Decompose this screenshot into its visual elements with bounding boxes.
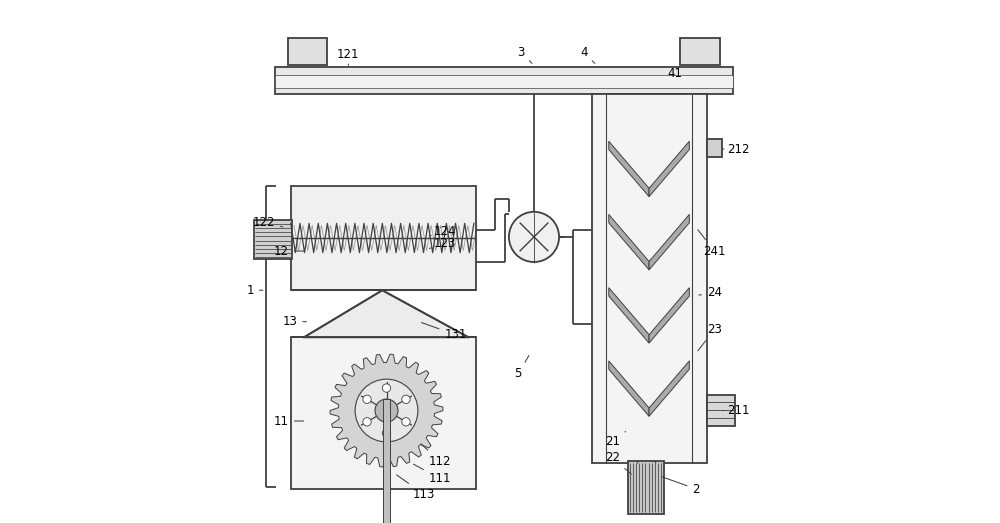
Circle shape	[402, 417, 410, 426]
Text: 121: 121	[337, 49, 360, 65]
Text: 13: 13	[282, 315, 306, 328]
Text: 211: 211	[722, 404, 749, 417]
Circle shape	[375, 399, 398, 422]
Polygon shape	[649, 214, 689, 270]
Circle shape	[382, 429, 391, 437]
Circle shape	[382, 384, 391, 392]
Text: 212: 212	[722, 143, 749, 155]
Bar	[680, 38, 720, 65]
Polygon shape	[304, 290, 469, 337]
Polygon shape	[609, 288, 649, 343]
Circle shape	[402, 395, 410, 404]
Text: 112: 112	[421, 444, 451, 468]
Bar	[592, 94, 707, 463]
Text: 124: 124	[429, 225, 456, 237]
Circle shape	[355, 379, 418, 442]
Bar	[275, 67, 733, 94]
Bar	[707, 395, 735, 426]
Polygon shape	[330, 354, 443, 467]
Circle shape	[509, 212, 559, 262]
Text: 111: 111	[414, 464, 451, 485]
Circle shape	[363, 395, 371, 404]
Bar	[707, 139, 722, 157]
Text: 12: 12	[274, 245, 304, 257]
Bar	[628, 461, 664, 514]
Bar	[291, 337, 476, 489]
Text: 131: 131	[422, 323, 467, 341]
Text: 22: 22	[605, 451, 631, 474]
Text: 122: 122	[252, 216, 283, 229]
Text: 123: 123	[429, 237, 456, 249]
Text: 23: 23	[698, 323, 722, 351]
Text: 4: 4	[580, 46, 595, 63]
Text: 1: 1	[246, 284, 263, 297]
Circle shape	[363, 417, 371, 426]
Polygon shape	[609, 141, 649, 197]
Text: 2: 2	[662, 477, 700, 495]
Bar	[288, 38, 327, 65]
Polygon shape	[649, 288, 689, 343]
Bar	[254, 220, 292, 259]
Bar	[383, 399, 390, 523]
Text: 241: 241	[698, 230, 726, 257]
Text: 3: 3	[517, 46, 532, 63]
Polygon shape	[609, 361, 649, 416]
Bar	[275, 75, 733, 88]
Text: 113: 113	[397, 475, 435, 501]
Text: 41: 41	[668, 65, 686, 79]
Polygon shape	[649, 361, 689, 416]
Polygon shape	[649, 141, 689, 197]
Text: 11: 11	[274, 415, 304, 427]
Text: 5: 5	[515, 356, 529, 380]
Text: 21: 21	[605, 431, 626, 448]
Polygon shape	[609, 214, 649, 270]
Bar	[291, 186, 476, 290]
Text: 24: 24	[699, 287, 722, 299]
